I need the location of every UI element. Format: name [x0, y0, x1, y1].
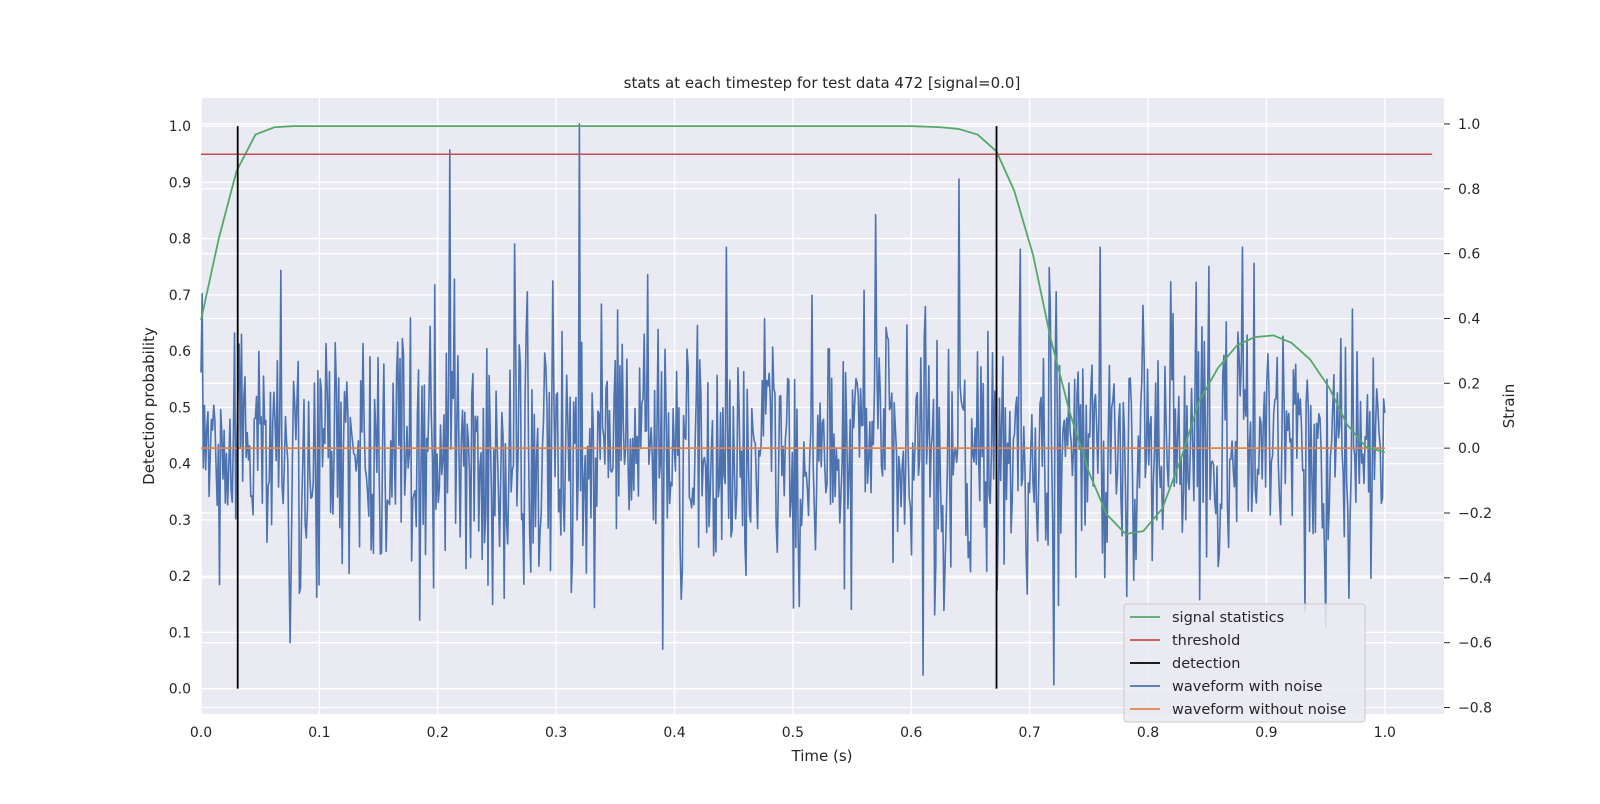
legend-label-signal-statistics: signal statistics: [1172, 610, 1284, 626]
chart-title: stats at each timestep for test data 472…: [624, 74, 1021, 92]
y-tick-label-right-0: −0.8: [1458, 701, 1492, 717]
x-tick-label-0: 0.0: [190, 725, 212, 741]
x-tick-label-7: 0.7: [1019, 725, 1041, 741]
y-tick-label-right-9: 1.0: [1458, 117, 1480, 133]
series-signal-statistics: [200, 125, 1386, 535]
x-tick-label-5: 0.5: [782, 725, 804, 741]
legend-box: [1123, 603, 1366, 723]
y-tick-label-left-5: 0.5: [169, 400, 191, 416]
y-tick-label-right-8: 0.8: [1458, 182, 1480, 198]
y-tick-label-left-6: 0.6: [169, 344, 191, 360]
axis-ticks: 0.0 0.1 0.2 0.3 0.4 0.5 0.6 0.7 0.8 0.9 1.0 0.0 0.1 0…: [169, 117, 1492, 741]
y-axis-label-right: Strain: [1500, 384, 1518, 428]
y-axis-label-left: Detection probability: [140, 327, 158, 485]
y-tick-label-right-1: −0.6: [1458, 636, 1492, 652]
legend-label-waveform-without-noise: waveform without noise: [1172, 702, 1346, 718]
x-tick-label-4: 0.4: [663, 725, 685, 741]
series-waveform-with-noise: [200, 123, 1386, 686]
y-tick-label-left-3: 0.3: [169, 513, 191, 529]
y-tick-label-right-6: 0.4: [1458, 311, 1480, 327]
y-tick-label-left-8: 0.8: [169, 232, 191, 248]
legend-label-detection: detection: [1172, 656, 1240, 672]
y-tick-label-left-9: 0.9: [169, 175, 191, 191]
y-tick-label-left-10: 1.0: [169, 119, 191, 135]
y-tick-label-right-5: 0.2: [1458, 376, 1480, 392]
x-axis-label: Time (s): [791, 747, 853, 765]
x-tick-label-1: 0.1: [308, 725, 330, 741]
y-tick-label-right-7: 0.6: [1458, 247, 1480, 263]
x-tick-label-2: 0.2: [427, 725, 449, 741]
x-tick-label-10: 1.0: [1374, 725, 1396, 741]
series-layer: [200, 123, 1433, 689]
legend-label-waveform-with-noise: waveform with noise: [1172, 679, 1323, 695]
y-tick-label-left-1: 0.1: [169, 625, 191, 641]
legend-label-threshold: threshold: [1172, 633, 1240, 649]
y-tick-label-left-0: 0.0: [169, 682, 191, 698]
x-tick-label-6: 0.6: [900, 725, 922, 741]
y-tick-label-left-7: 0.7: [169, 288, 191, 304]
x-tick-label-9: 0.9: [1255, 725, 1277, 741]
y-tick-label-right-2: −0.4: [1458, 571, 1492, 587]
y-tick-label-right-4: 0.0: [1458, 441, 1480, 457]
y-tick-label-left-2: 0.2: [169, 569, 191, 585]
x-tick-label-3: 0.3: [545, 725, 567, 741]
y-tick-label-right-3: −0.2: [1458, 506, 1492, 522]
legend: signal statistics threshold detection wa…: [1123, 603, 1366, 723]
x-tick-label-8: 0.8: [1137, 725, 1159, 741]
y-tick-label-left-4: 0.4: [169, 457, 191, 473]
